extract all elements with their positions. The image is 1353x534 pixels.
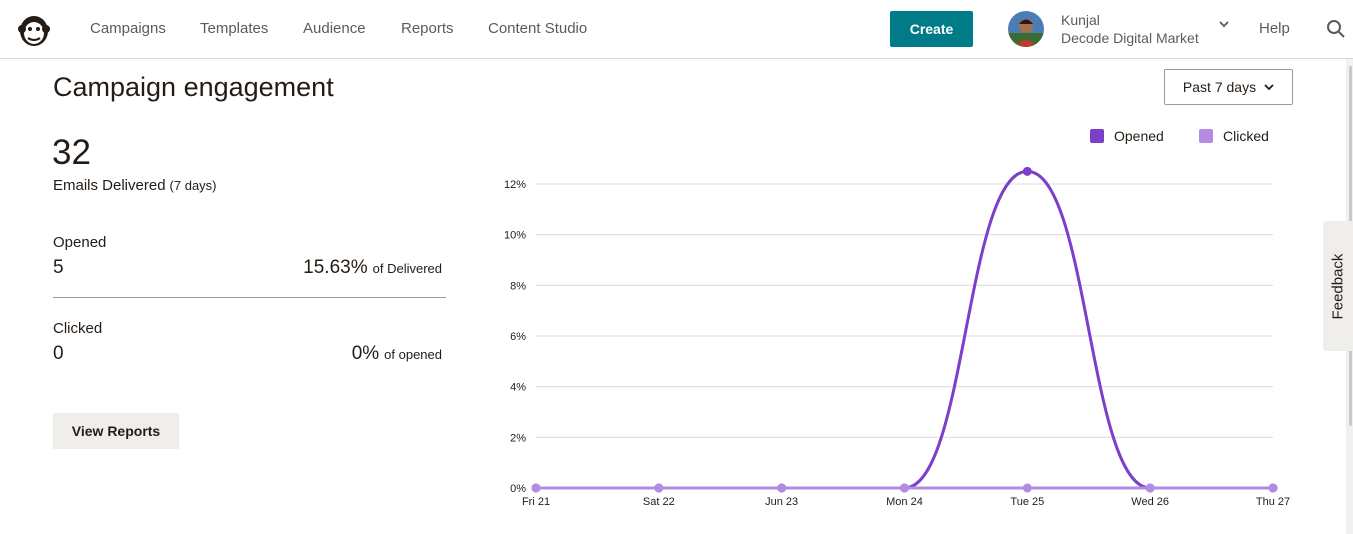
account-org: Decode Digital Market (1061, 30, 1199, 46)
x-tick-label: Fri 21 (522, 496, 550, 508)
legend-opened[interactable]: Opened (1090, 128, 1164, 144)
date-range-select[interactable]: Past 7 days (1164, 69, 1293, 105)
legend-clicked[interactable]: Clicked (1199, 128, 1269, 144)
clicked-percentage: 0% of opened (352, 343, 442, 365)
chevron-down-icon[interactable] (1218, 19, 1230, 29)
nav-audience[interactable]: Audience (303, 20, 366, 37)
y-tick-label: 4% (510, 382, 526, 394)
data-point-clicked (777, 483, 787, 493)
data-point-clicked (1268, 483, 1278, 493)
y-tick-label: 6% (510, 331, 526, 343)
engagement-line-chart: 0% 2% 4% 6% 8% 10% 12% Fri 21 Sat 22 Jun 23 Mon 24… (504, 166, 1290, 508)
legend-opened-swatch (1090, 129, 1104, 143)
opened-pct-value: 15.63% (303, 257, 368, 278)
x-tick-label: Jun 23 (765, 496, 798, 508)
y-tick-label: 8% (510, 280, 526, 292)
nav-content-studio[interactable]: Content Studio (488, 20, 588, 37)
chevron-down-icon (1264, 84, 1274, 91)
y-tick-label: 12% (504, 179, 526, 191)
y-tick-label: 2% (510, 432, 526, 444)
account-menu[interactable]: Kunjal Decode Digital Market (1008, 9, 1199, 49)
x-tick-label: Mon 24 (886, 496, 923, 508)
nav-campaigns[interactable]: Campaigns (90, 20, 166, 37)
data-point-clicked (1145, 483, 1155, 493)
x-tick-label: Tue 25 (1010, 496, 1044, 508)
nav-templates[interactable]: Templates (200, 20, 269, 37)
delivered-label-row: Emails Delivered (7 days) (53, 177, 217, 194)
opened-percentage: 15.63% of Delivered (303, 257, 442, 279)
x-tick-label: Wed 26 (1131, 496, 1169, 508)
legend-opened-label: Opened (1114, 128, 1164, 144)
data-point-clicked (900, 483, 909, 493)
data-point-clicked (1022, 483, 1032, 493)
series-line-opened (536, 169, 1273, 490)
opened-pct-suffix: of Delivered (372, 261, 442, 276)
avatar (1008, 11, 1044, 47)
clicked-count: 0 (53, 343, 64, 364)
legend-clicked-label: Clicked (1223, 128, 1269, 144)
y-tick-label: 10% (504, 230, 526, 242)
clicked-pct-value: 0% (351, 343, 380, 364)
search-icon[interactable] (1326, 19, 1346, 39)
create-button[interactable]: Create (890, 11, 973, 47)
feedback-tab[interactable]: Feedback (1323, 221, 1353, 351)
delivered-count: 32 (52, 133, 91, 172)
help-link[interactable]: Help (1259, 20, 1290, 37)
clicked-label: Clicked (53, 320, 103, 337)
delivered-period: (7 days) (169, 178, 217, 193)
data-point-clicked (654, 483, 664, 493)
page-title: Campaign engagement (53, 72, 334, 102)
x-tick-label: Thu 27 (1256, 496, 1290, 508)
mailchimp-logo-icon[interactable] (14, 9, 54, 49)
data-point-opened (1022, 166, 1032, 176)
opened-count: 5 (53, 257, 64, 278)
stats-divider (53, 297, 446, 298)
x-tick-label: Sat 22 (643, 496, 675, 508)
nav-reports[interactable]: Reports (401, 20, 454, 37)
opened-label: Opened (53, 234, 107, 251)
view-reports-button[interactable]: View Reports (53, 413, 179, 449)
date-range-label: Past 7 days (1182, 79, 1257, 95)
feedback-label: Feedback (1329, 253, 1347, 319)
y-tick-label: 0% (510, 483, 526, 495)
delivered-label: Emails Delivered (53, 177, 166, 194)
top-navigation: Campaigns Templates Audience Reports Con… (0, 0, 1353, 59)
data-point-clicked (531, 483, 541, 493)
clicked-pct-suffix: of opened (384, 347, 442, 362)
account-name: Kunjal (1061, 12, 1100, 28)
legend-clicked-swatch (1199, 129, 1213, 143)
